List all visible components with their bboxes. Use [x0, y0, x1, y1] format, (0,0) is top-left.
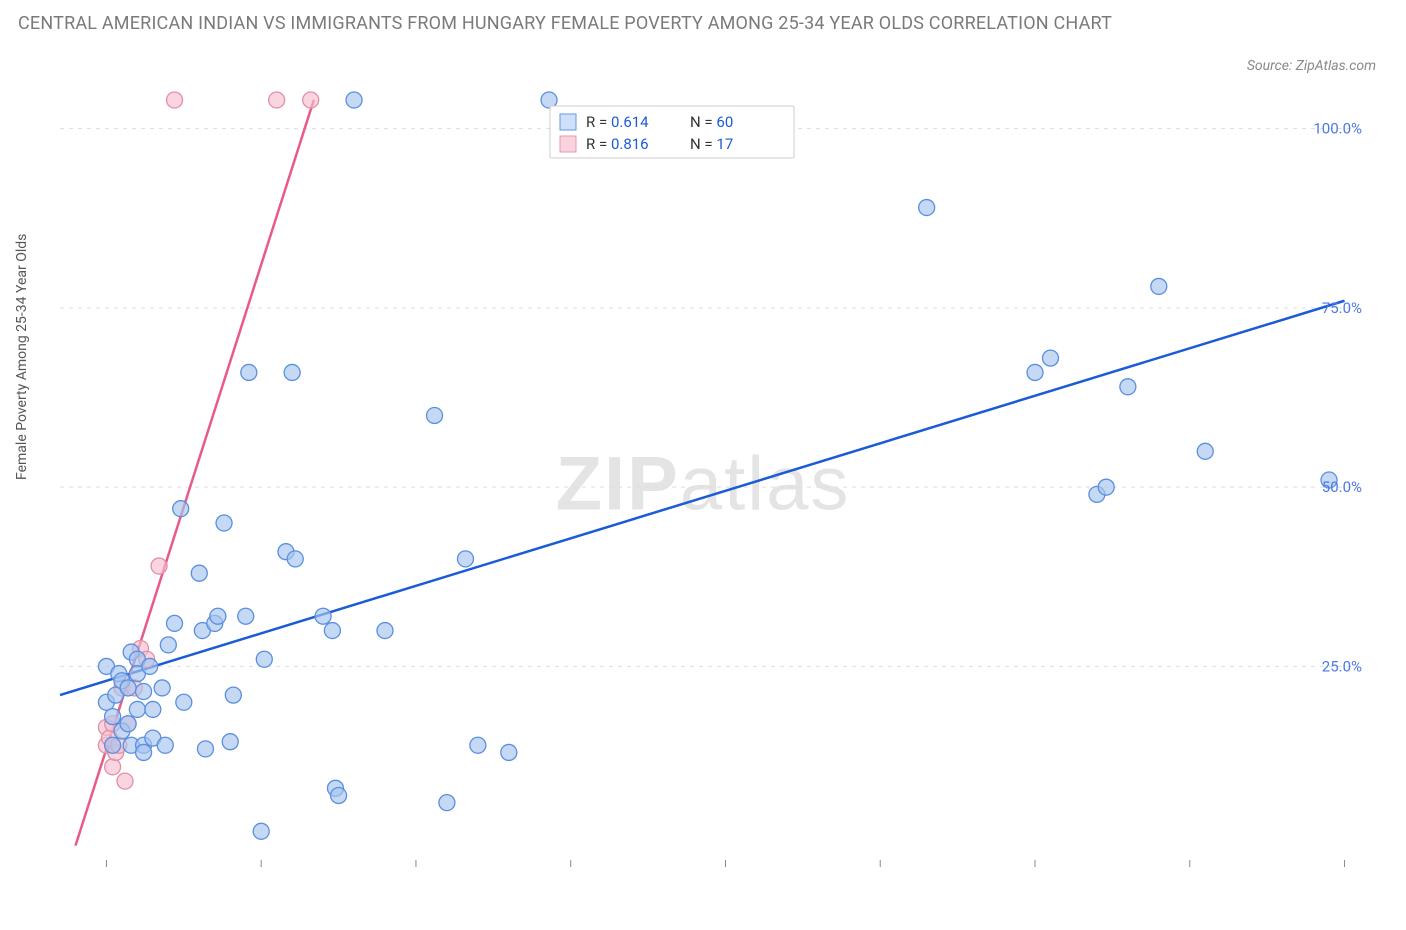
data-point [173, 501, 189, 517]
svg-text:N = 17: N = 17 [690, 135, 733, 153]
data-point [129, 701, 145, 717]
data-point [167, 92, 183, 108]
data-point [145, 701, 161, 717]
svg-text:50.0%: 50.0% [1322, 478, 1362, 496]
data-point [256, 651, 272, 667]
data-point [377, 623, 393, 639]
data-point [346, 92, 362, 108]
data-point [1027, 364, 1043, 380]
data-point [105, 737, 121, 753]
data-point [241, 364, 257, 380]
data-point [191, 565, 207, 581]
data-point [238, 608, 254, 624]
source-attribution: Source: ZipAtlas.com [1247, 58, 1376, 74]
scatter-plot: 25.0%50.0%75.0%100.0% 0.0%40.0% R = 0.61… [50, 90, 1380, 870]
data-point [120, 716, 136, 732]
correlation-legend: R = 0.614 N = 60 R = 0.816 N = 17 [550, 106, 794, 158]
data-point [197, 741, 213, 757]
svg-text:N = 60: N = 60 [690, 113, 733, 131]
data-point [287, 551, 303, 567]
data-point [331, 787, 347, 803]
data-point [176, 694, 192, 710]
data-point [470, 737, 486, 753]
data-point [324, 623, 340, 639]
svg-text:25.0%: 25.0% [1322, 657, 1362, 675]
data-point [216, 515, 232, 531]
data-point [136, 684, 152, 700]
svg-text:R = 0.816: R = 0.816 [586, 135, 649, 153]
data-point [439, 795, 455, 811]
data-point [269, 92, 285, 108]
data-point [1120, 379, 1136, 395]
data-point [142, 658, 158, 674]
data-point [210, 608, 226, 624]
data-point [157, 737, 173, 753]
svg-text:100.0%: 100.0% [1313, 120, 1362, 138]
data-point [105, 709, 121, 725]
chart-title: CENTRAL AMERICAN INDIAN VS IMMIGRANTS FR… [18, 10, 1166, 38]
data-point [120, 680, 136, 696]
data-point [222, 734, 238, 750]
data-point [427, 407, 443, 423]
data-point [151, 558, 167, 574]
data-point [303, 92, 319, 108]
y-axis-label: Female Poverty Among 25-34 Year Olds [14, 234, 30, 480]
data-point [1042, 350, 1058, 366]
data-point [105, 759, 121, 775]
data-point [1098, 479, 1114, 495]
data-point [154, 680, 170, 696]
data-point [160, 637, 176, 653]
data-point [136, 744, 152, 760]
data-point [457, 551, 473, 567]
data-point [315, 608, 331, 624]
data-point [225, 687, 241, 703]
data-point [253, 823, 269, 839]
svg-text:R = 0.614: R = 0.614 [586, 113, 649, 131]
data-point [117, 773, 133, 789]
data-point [919, 200, 935, 216]
data-point [284, 364, 300, 380]
data-point [1197, 443, 1213, 459]
data-point [501, 744, 517, 760]
data-point [167, 615, 183, 631]
data-point [1151, 278, 1167, 294]
svg-text:75.0%: 75.0% [1322, 299, 1362, 317]
